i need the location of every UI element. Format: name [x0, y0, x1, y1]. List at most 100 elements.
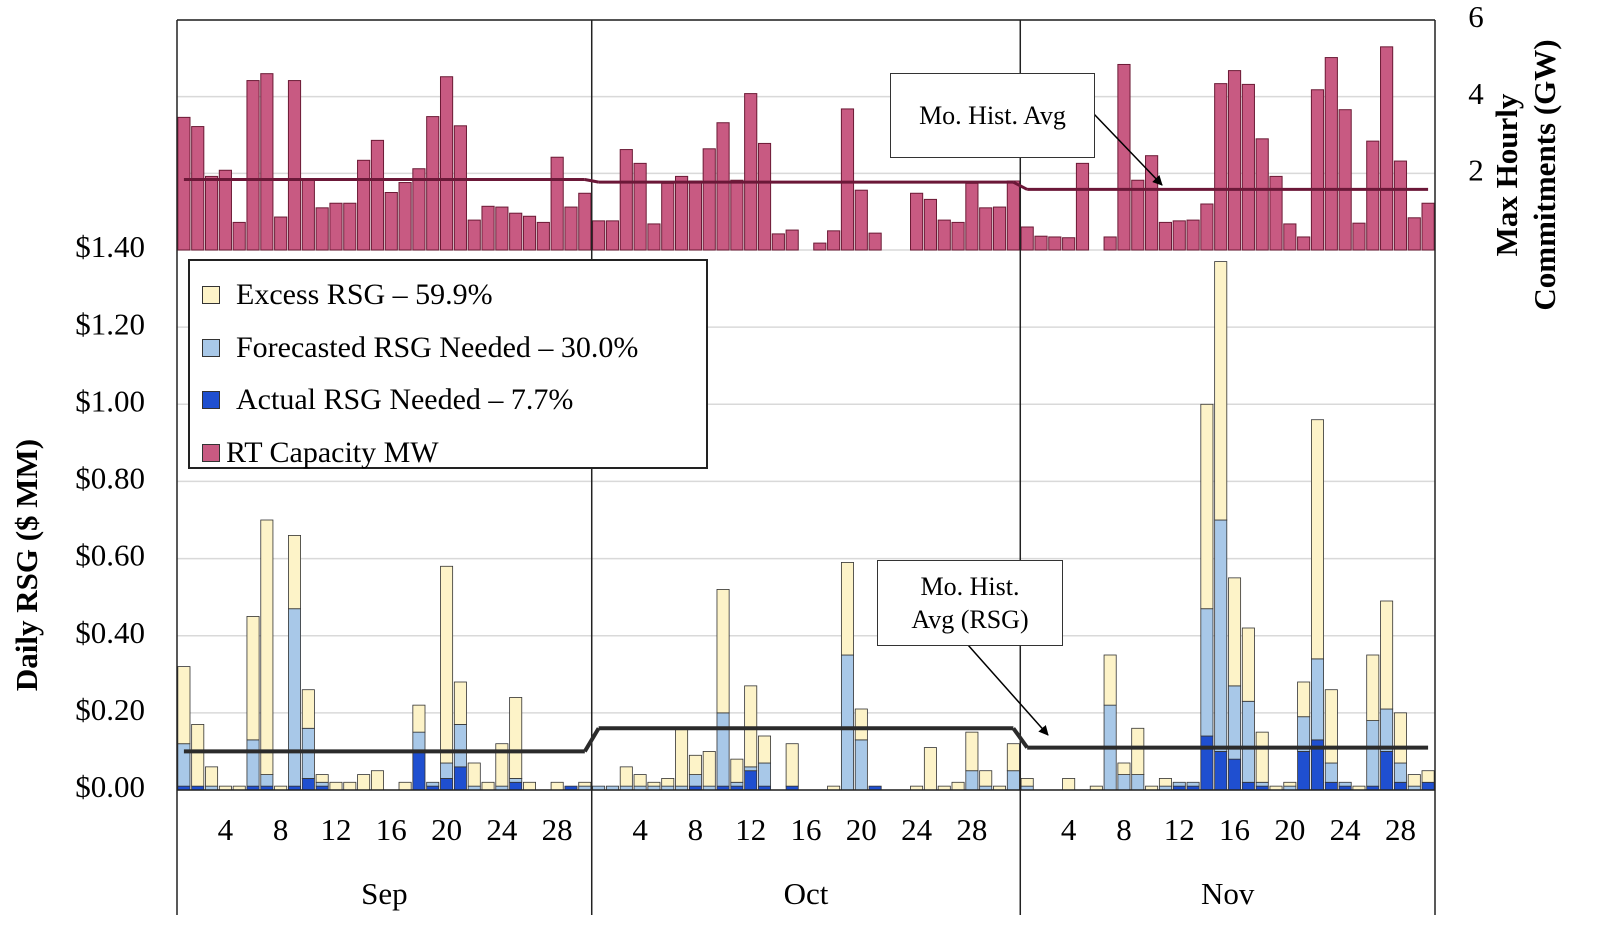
rsg-bar-segment: [1214, 519, 1228, 752]
capacity-bar: [965, 182, 979, 251]
y-tick-label: $0.00: [75, 769, 145, 804]
capacity-bar: [674, 175, 689, 251]
capacity-bar: [937, 219, 951, 251]
capacity-bar: [536, 221, 550, 251]
capacity-bar: [1366, 140, 1380, 251]
x-tick-label: 12: [320, 812, 351, 847]
capacity-bar: [951, 221, 965, 251]
x-tick-label: 24: [901, 812, 933, 847]
legend-swatch: [202, 391, 220, 410]
rsg-bar-segment: [1200, 735, 1214, 791]
legend-item: RT Capacity MW: [202, 427, 694, 480]
rsg-bar-segment: [426, 781, 440, 787]
rsg-bar-segment: [1131, 727, 1145, 775]
capacity-bar: [923, 198, 938, 251]
rsg-bar-segment: [315, 774, 329, 783]
rsg-bar-segment: [1393, 712, 1407, 764]
x-tick-label: 24: [1330, 812, 1362, 847]
legend-label: RT Capacity MW: [226, 435, 439, 469]
legend-swatch: [202, 286, 220, 305]
capacity-bar: [1075, 162, 1090, 251]
rsg-bar-segment: [1241, 781, 1255, 791]
capacity-bar: [564, 206, 578, 251]
capacity-bar: [1421, 202, 1435, 251]
capacity-bar: [716, 122, 730, 251]
capacity-bar: [1310, 89, 1325, 251]
rsg-bar-segment: [509, 781, 523, 791]
rsg-bar-segment: [1200, 403, 1214, 610]
x-tick-label: 28: [542, 812, 573, 847]
rsg-bar-segment: [730, 758, 744, 783]
avg-connector: [584, 177, 599, 184]
x-tick-label: 20: [1274, 812, 1305, 847]
y-tick-label: $0.60: [75, 538, 145, 573]
annotation-text: Mo. Hist. Avg (RSG): [911, 572, 1029, 634]
rsg-bar-segment: [1297, 751, 1311, 791]
x-tick-label: 28: [956, 812, 987, 847]
capacity-bar: [1117, 63, 1131, 251]
month-label: Nov: [1201, 876, 1255, 911]
capacity-bar: [274, 216, 288, 251]
rsg-bar-segment: [744, 766, 758, 772]
capacity-bar: [495, 206, 509, 251]
rsg-bar-segment: [357, 774, 371, 791]
rsg-bar-segment: [1241, 700, 1255, 783]
x-tick-label: 28: [1385, 812, 1416, 847]
rsg-bar-segment: [1283, 781, 1297, 787]
capacity-bar: [1062, 237, 1076, 251]
capacity-bar: [688, 180, 702, 251]
rsg-bar-segment: [343, 781, 357, 791]
annotation-text: Mo. Hist. Avg: [919, 101, 1066, 130]
capacity-bar: [1407, 217, 1421, 251]
capacity-bar: [1269, 175, 1283, 251]
rsg-bar-segment: [965, 770, 979, 791]
capacity-bar: [1158, 221, 1173, 251]
capacity-bar: [1241, 83, 1255, 251]
rsg-bar-segment: [1117, 774, 1131, 791]
rsg-bar-segment: [1006, 770, 1020, 791]
month-label: Sep: [361, 876, 408, 911]
rsg-bar-segment: [1158, 778, 1172, 787]
rsg-bar-segment: [1338, 781, 1352, 787]
capacity-bar: [398, 182, 412, 251]
capacity-bar: [730, 179, 744, 251]
legend-label: Excess RSG – 59.9%: [236, 278, 493, 312]
y-tick-label: $0.20: [75, 692, 145, 727]
rsg-bar-segment: [370, 770, 384, 791]
capacity-bar: [426, 116, 440, 251]
capacity-bar: [578, 192, 592, 251]
capacity-bar: [757, 142, 772, 251]
capacity-bar: [439, 76, 454, 251]
x-tick-label: 20: [846, 812, 877, 847]
legend-label: Actual RSG Needed – 7.7%: [236, 383, 574, 417]
rsg-bar-segment: [453, 724, 467, 768]
rsg-bar-segment: [854, 708, 868, 741]
rsg-bar-segment: [481, 781, 495, 791]
capacity-bar: [661, 182, 675, 251]
rsg-bar-segment: [578, 781, 592, 787]
x-tick-label: 12: [1164, 812, 1195, 847]
rsg-bar-segment: [398, 781, 412, 791]
rsg-bar-segment: [260, 774, 274, 787]
rsg-bar-segment: [702, 751, 716, 787]
x-tick-label: 4: [1061, 812, 1077, 847]
x-tick-label: 20: [431, 812, 462, 847]
capacity-bar: [1020, 226, 1034, 251]
capacity-bar: [1186, 219, 1200, 251]
y-tick-label: $0.80: [75, 461, 145, 496]
capacity-bar: [315, 207, 329, 251]
capacity-bar: [412, 168, 426, 251]
rsg-bar-segment: [440, 778, 454, 791]
rsg-bar-segment: [495, 743, 509, 787]
rsg-bar-segment: [1103, 654, 1117, 706]
rsg-bar-segment: [550, 781, 564, 791]
rsg-bar-segment: [619, 766, 633, 787]
capacity-bar: [785, 229, 799, 251]
rsg-bar-segment: [688, 754, 702, 775]
y2-tick-label: 4: [1468, 76, 1484, 111]
legend: Excess RSG – 59.9% Forecasted RSG Needed…: [188, 259, 708, 469]
x-tick-label: 8: [273, 812, 289, 847]
capacity-bar: [522, 215, 537, 251]
rsg-bar-segment: [301, 689, 315, 729]
x-tick-label: 8: [1116, 812, 1132, 847]
